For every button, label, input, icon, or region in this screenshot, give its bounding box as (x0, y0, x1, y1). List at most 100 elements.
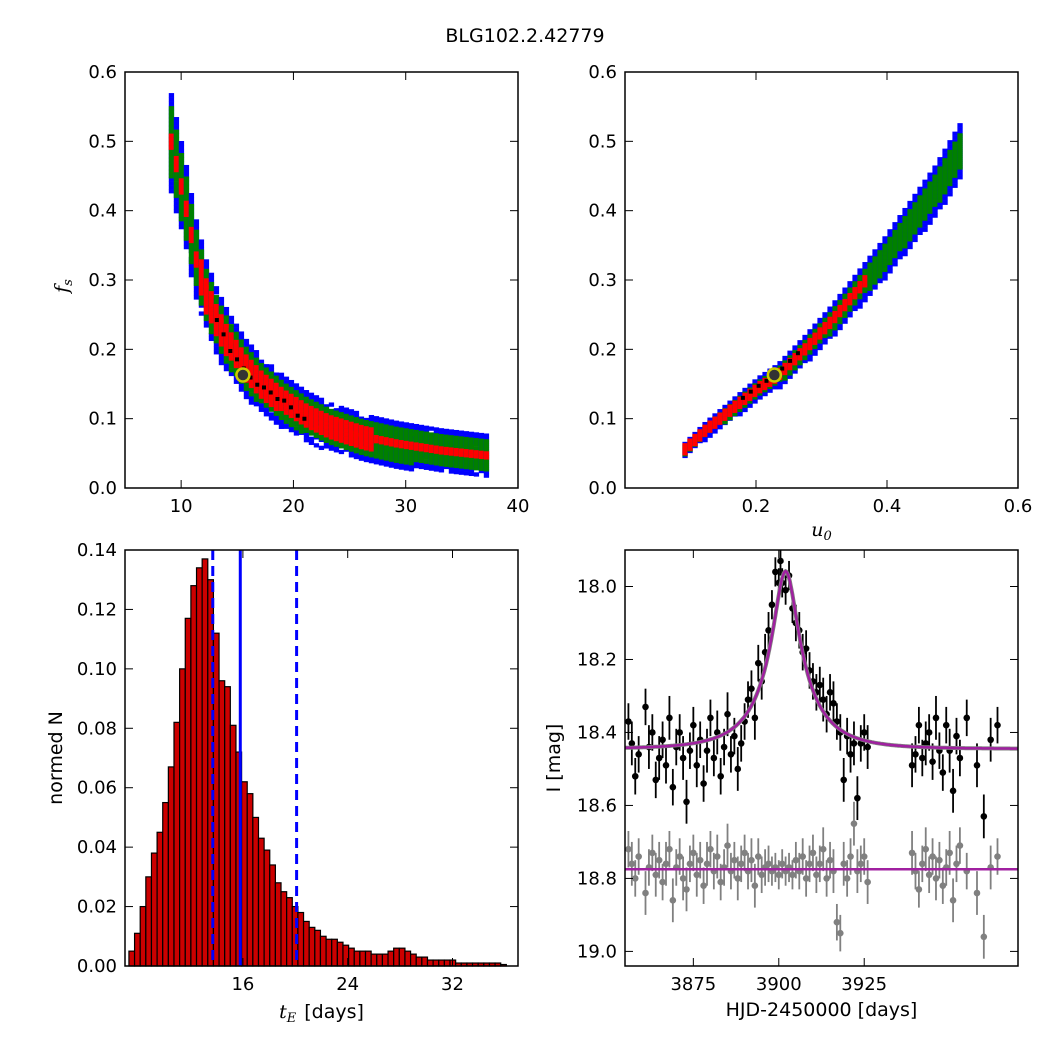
sigma2-cell (932, 202, 938, 207)
sigma1-cell (198, 283, 205, 288)
sigma2-cell (323, 406, 330, 411)
sigma1-cell (328, 419, 335, 424)
sigma3-cell (912, 233, 918, 239)
photometry-point (772, 568, 779, 576)
sigma3-cell (278, 420, 285, 425)
sigma3-cell (288, 427, 295, 433)
residual-point (915, 886, 923, 893)
sigma1-cell (358, 428, 365, 434)
sigma3-cell (882, 236, 888, 241)
sigma2-cell (168, 162, 175, 167)
sigma1-cell (353, 427, 360, 432)
sigma2-cell (253, 361, 260, 366)
sigma3-cell (932, 165, 938, 170)
sigma3-cell (178, 224, 185, 230)
sigma1-cell (203, 306, 210, 311)
sigma2-cell (468, 437, 475, 442)
sigma2-cell (178, 201, 185, 206)
sigma1-cell (403, 440, 410, 446)
sigma2-cell (932, 194, 938, 199)
sigma3-cell (368, 414, 375, 420)
ridge-point (795, 351, 800, 356)
sigma2-cell (932, 182, 938, 187)
histogram-bar (443, 959, 451, 967)
sigma3-cell (892, 258, 898, 263)
histogram-bar (190, 585, 198, 967)
sigma1-cell (223, 331, 230, 337)
sigma3-cell (173, 125, 180, 130)
sigma2-cell (837, 315, 843, 321)
sigma2-cell (902, 240, 908, 245)
sigma1-cell (208, 311, 215, 316)
sigma1-cell (333, 436, 340, 442)
photometry-point (847, 751, 854, 758)
sigma3-cell (183, 168, 190, 174)
sigma2-cell (448, 463, 455, 468)
sigma3-cell (373, 416, 380, 421)
sigma3-cell (727, 400, 733, 405)
sigma3-cell (313, 443, 320, 448)
sigma2-cell (443, 434, 450, 439)
sigma2-cell (198, 253, 205, 258)
sigma2-cell (293, 394, 300, 399)
histogram-bar (415, 956, 423, 967)
sigma3-cell (303, 438, 310, 443)
sigma3-cell (942, 200, 948, 205)
photometry-point (826, 689, 834, 696)
sigma2-cell (448, 455, 455, 460)
sigma1-cell (188, 230, 195, 236)
sigma3-cell (852, 274, 858, 280)
sigma3-cell (213, 290, 220, 295)
sigma2-cell (458, 436, 465, 441)
sigma1-cell (253, 389, 260, 394)
sigma1-cell (213, 331, 220, 337)
sigma3-cell (188, 197, 195, 202)
x-tick-label: 32 (441, 974, 464, 995)
sigma3-cell (283, 376, 290, 381)
sigma3-cell (353, 410, 360, 416)
y-tick-label: 18.6 (577, 795, 617, 816)
sigma2-cell (732, 411, 738, 417)
residual-point (693, 871, 701, 879)
sigma1-cell (198, 267, 205, 272)
sigma1-cell (687, 446, 693, 451)
sigma3-cell (198, 311, 205, 316)
sigma3-cell (912, 197, 918, 203)
sigma1-cell (218, 342, 225, 347)
sigma1-cell (747, 392, 753, 398)
sigma2-cell (258, 363, 265, 368)
sigma2-cell (947, 165, 953, 171)
sigma3-cell (348, 453, 355, 458)
sigma1-cell (483, 451, 490, 456)
sigma2-cell (343, 413, 350, 419)
sigma2-cell (378, 427, 385, 432)
sigma1-cell (238, 363, 245, 368)
histogram-bar (438, 959, 445, 967)
sigma1-cell (443, 450, 450, 456)
sigma2-cell (383, 432, 390, 437)
sigma2-cell (812, 328, 818, 334)
sigma3-cell (248, 396, 255, 401)
sigma2-cell (952, 165, 958, 170)
sigma3-cell (957, 171, 963, 176)
sigma2-cell (917, 203, 923, 208)
histogram-bar (331, 938, 338, 967)
sigma3-cell (188, 265, 195, 270)
sigma1-cell (787, 365, 793, 371)
sigma2-cell (358, 422, 365, 428)
sigma2-cell (173, 149, 180, 154)
histogram-bar (359, 950, 367, 967)
sigma2-cell (877, 254, 883, 259)
sigma1-cell (283, 406, 290, 411)
sigma2-cell (892, 249, 898, 255)
sigma2-cell (168, 114, 175, 119)
sigma2-cell (388, 445, 395, 450)
sigma3-cell (183, 172, 190, 178)
y-tick-label: 0.2 (588, 339, 617, 360)
sigma1-cell (193, 255, 200, 260)
sigma2-cell (393, 426, 400, 431)
sigma1-cell (727, 408, 733, 413)
sigma3-cell (173, 201, 180, 206)
sigma2-cell (473, 466, 480, 471)
